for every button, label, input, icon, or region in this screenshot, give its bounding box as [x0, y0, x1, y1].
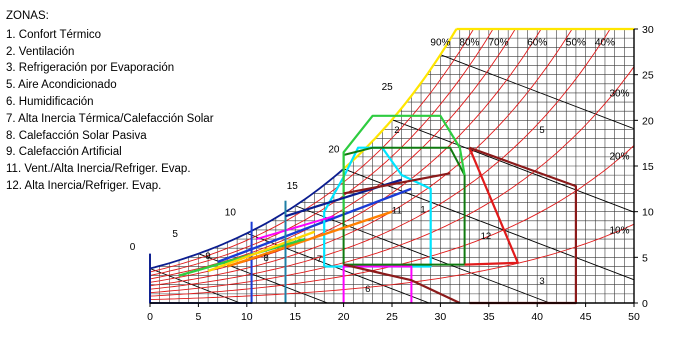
legend-item: 3. Refrigeración por Evaporación: [6, 62, 175, 75]
legend-item: 12. Alta Inercia/Refriger. Evap.: [6, 179, 162, 192]
legend-item: 1. Confort Térmico: [6, 28, 102, 41]
legend-item: 2. Ventilación: [6, 45, 75, 58]
rh-curve: [150, 223, 634, 301]
rh-label: 80%: [459, 37, 479, 48]
x-tick-label: 30: [435, 311, 447, 323]
legend-item: 6. Humidificación: [6, 95, 94, 108]
rh-label: 70%: [488, 37, 508, 48]
x-tick-label: 35: [483, 311, 495, 323]
x-tick-label: 50: [628, 311, 640, 323]
legend-title: ZONAS:: [6, 10, 49, 22]
zone-magenta-line: [256, 215, 335, 241]
wet-bulb-label: 25: [382, 82, 394, 93]
x-tick-label: 20: [338, 311, 350, 323]
zone-yellow-line: [207, 230, 316, 273]
wet-bulb-label: 10: [225, 207, 237, 218]
zone-5-outline: [464, 147, 519, 266]
zone-maroon-line: [343, 172, 451, 195]
wet-bulb-line: [391, 119, 634, 303]
wet-bulb-label: 20: [328, 144, 340, 155]
wet-bulb-label: 0: [130, 242, 136, 253]
y-tick-label: 20: [642, 115, 654, 127]
zone-label: 6: [365, 284, 370, 295]
x-tick-label: 45: [580, 311, 592, 323]
y-tick-label: 5: [642, 252, 648, 264]
wet-bulb-line: [440, 54, 634, 303]
zone-label: 1: [420, 205, 425, 216]
wet-bulb-label: 5: [172, 229, 178, 240]
rh-curve: [150, 66, 634, 294]
zone-label: 9: [205, 251, 210, 262]
zone-label: 11: [392, 205, 402, 216]
zone-8-top: [217, 187, 412, 264]
zone-label: 12: [481, 231, 492, 242]
rh-label: 20%: [609, 152, 629, 163]
zone-11-line: [227, 210, 393, 268]
legend-item: 11. Vent./Alta Inercia/Refriger. Evap.: [6, 163, 191, 176]
legend-item: 9. Calefacción Artificial: [6, 146, 122, 159]
y-tick-label: 30: [642, 24, 654, 36]
legend-item: 8. Calefacción Solar Pasiva: [6, 129, 147, 142]
rh-curve: [150, 29, 634, 287]
zone-label: 5: [539, 125, 544, 136]
x-tick-label: 5: [195, 311, 201, 323]
zone-7-outline: [323, 146, 432, 268]
zone-label: 2: [394, 125, 399, 136]
x-tick-label: 15: [289, 311, 301, 323]
rh-label: 30%: [609, 89, 629, 100]
rh-label: 60%: [527, 37, 547, 48]
y-tick-label: 10: [642, 207, 654, 219]
rh-label: 40%: [595, 37, 615, 48]
x-tick-label: 10: [241, 311, 253, 323]
saturation-curve-low: [149, 168, 345, 270]
wet-bulb-label: 15: [287, 181, 299, 192]
zone-12-outline: [469, 146, 578, 305]
legend-item: 5. Aire Acondicionado: [6, 79, 117, 92]
x-tick-label: 25: [386, 311, 398, 323]
y-tick-label: 15: [642, 161, 654, 173]
rh-curve: [150, 29, 634, 290]
zones-legend: ZONAS: 1. Confort Térmico 2. Ventilación…: [6, 8, 214, 195]
zone-12-lower: [343, 263, 461, 304]
x-tick-label: 0: [147, 311, 153, 323]
x-tick-label: 40: [531, 311, 543, 323]
zone-label: 8: [264, 253, 269, 264]
wet-bulb-line: [295, 205, 550, 303]
rh-label: 90%: [430, 37, 450, 48]
zone-label: 7: [317, 254, 322, 265]
legend-item: 7. Alta Inercia Térmica/Calefacción Sola…: [6, 112, 214, 125]
zone-label: 3: [539, 276, 544, 287]
zone-6-outline: [342, 265, 413, 303]
rh-curve: [150, 29, 634, 276]
rh-label: 50%: [566, 37, 586, 48]
y-tick-label: 0: [642, 298, 648, 310]
rh-label: 10%: [609, 226, 629, 237]
zone-2-outline: [342, 114, 466, 212]
rh-curve: [150, 29, 634, 273]
y-tick-label: 25: [642, 70, 654, 82]
